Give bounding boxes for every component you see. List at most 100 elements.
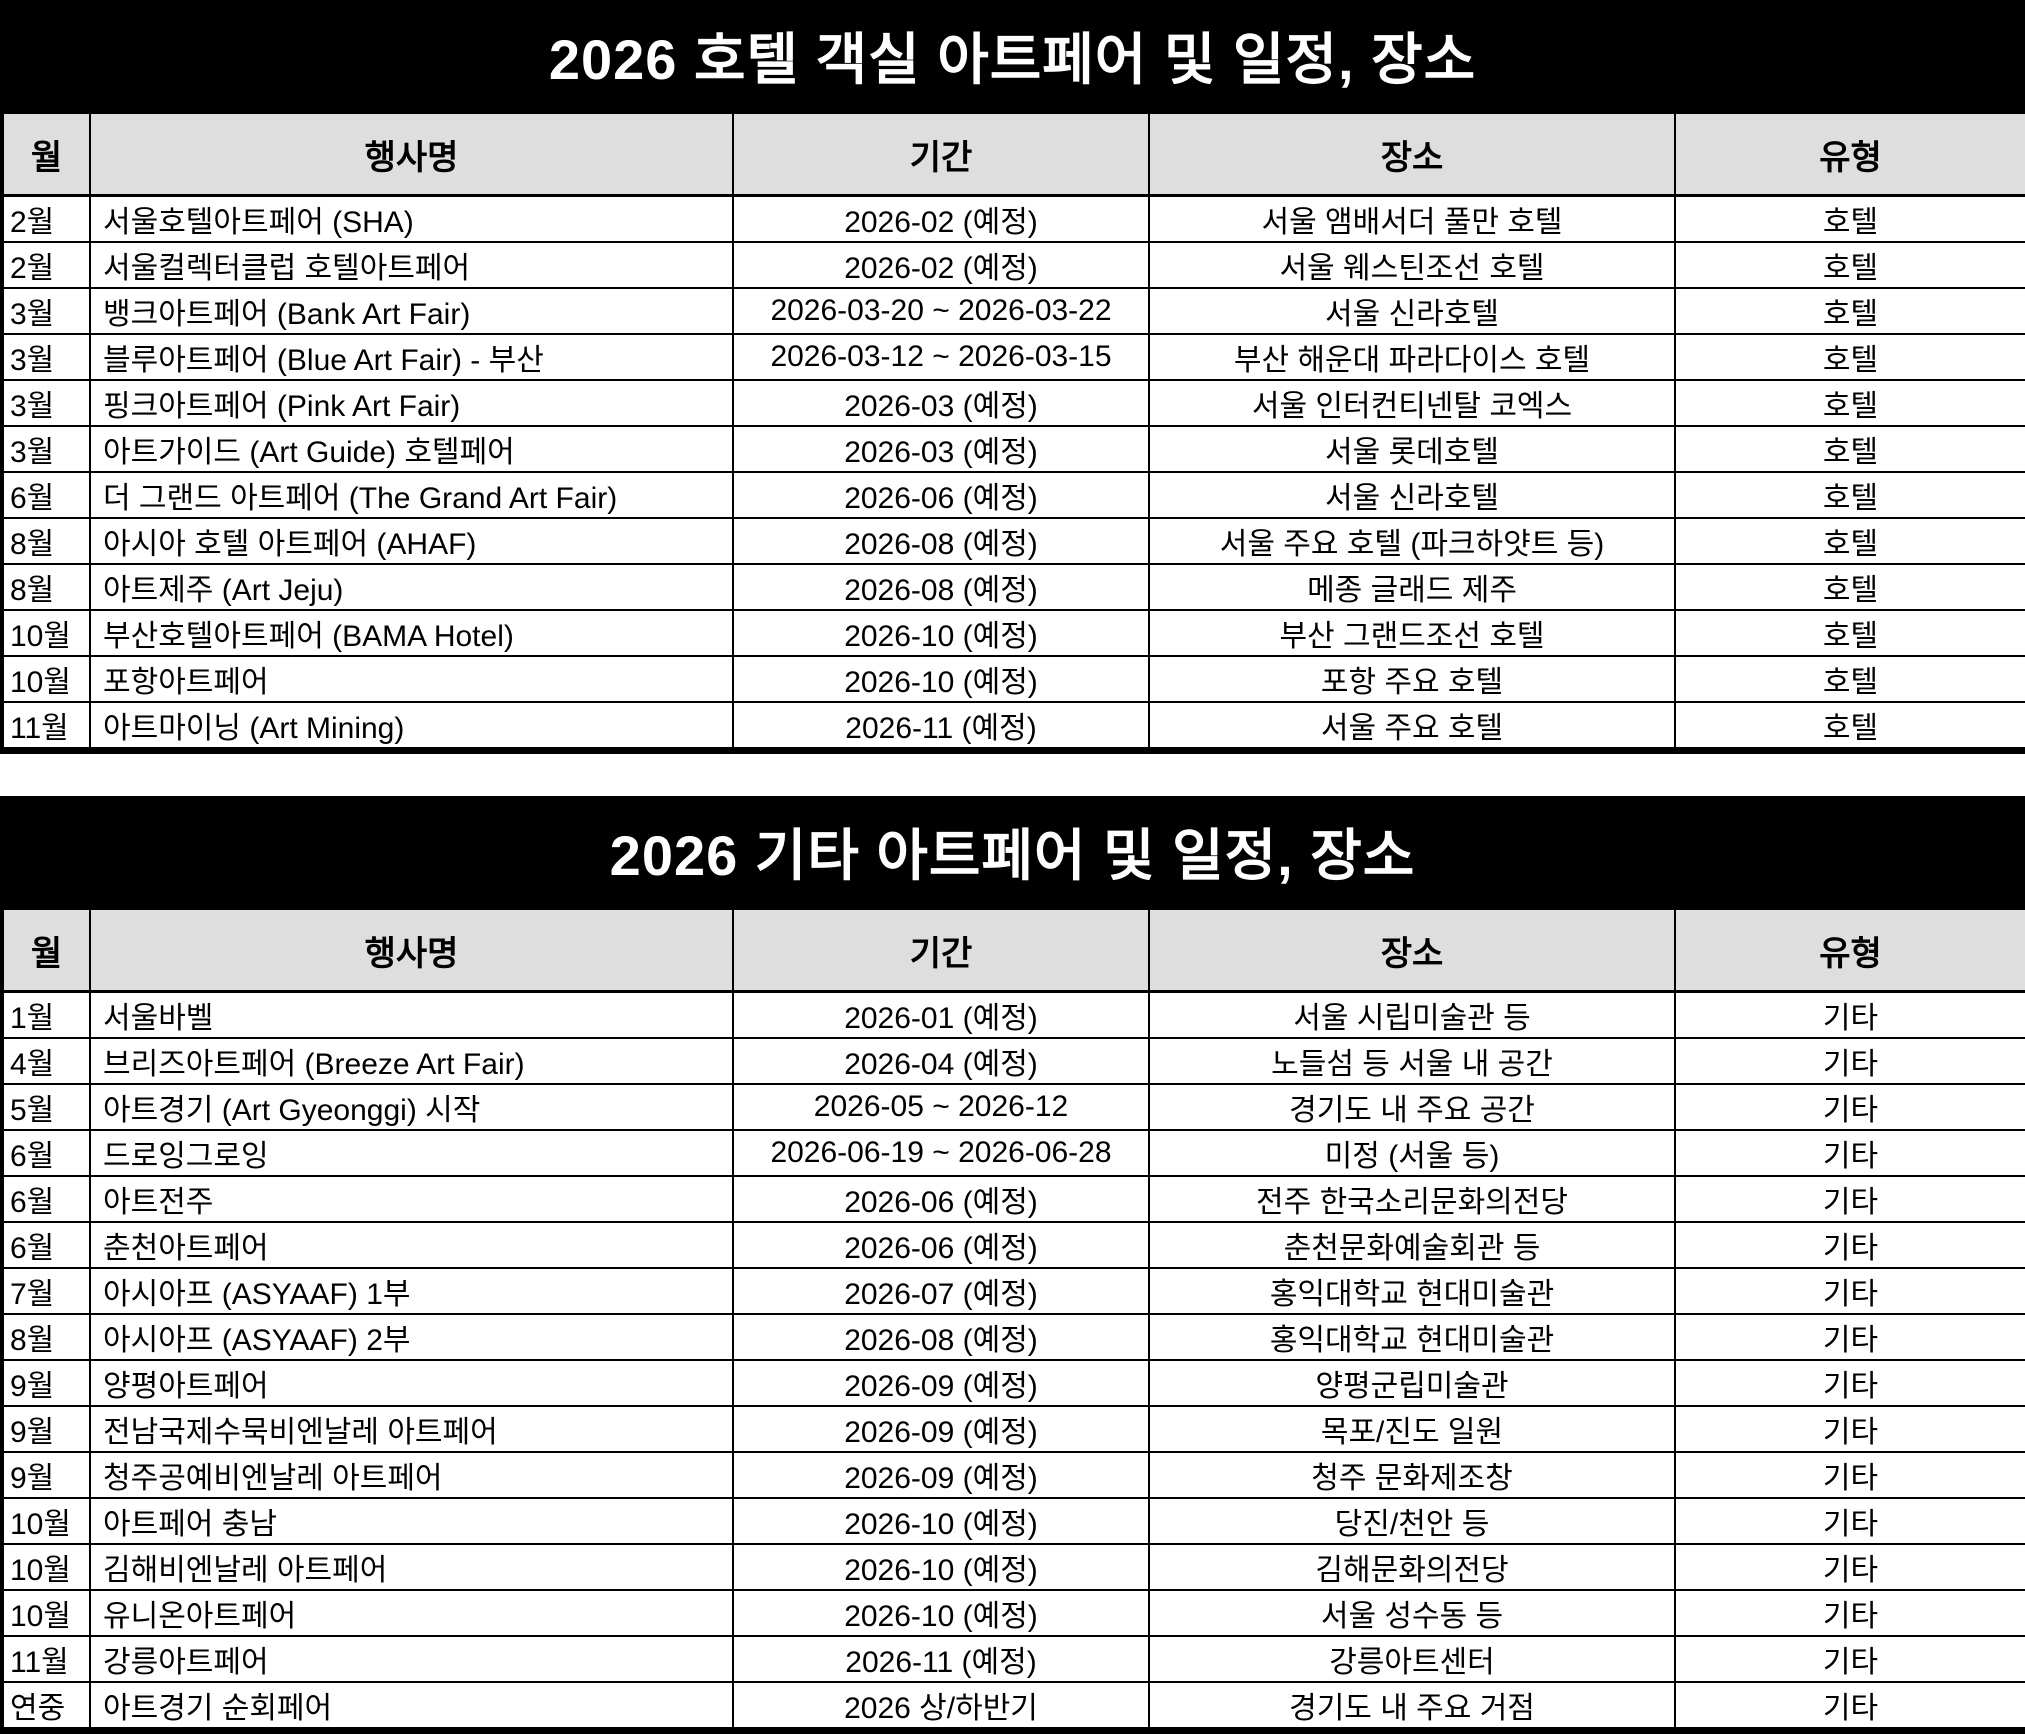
cell-type: 호텔 [1674,655,2025,703]
table-row: 3월 아트가이드 (Art Guide) 호텔페어 2026-03 (예정) 서울 롯… [1,425,2025,473]
header-event-name: 행사명 [89,111,734,197]
cell-period: 2026-11 (예정) [732,1635,1150,1683]
cell-month: 6월 [1,1175,91,1223]
cell-venue: 서울 앰배서더 풀만 호텔 [1148,194,1676,243]
cell-month: 6월 [1,471,91,519]
cell-type: 기타 [1674,1175,2025,1223]
cell-event-name: 더 그랜드 아트페어 (The Grand Art Fair) [89,471,734,519]
cell-period: 2026-03-12 ~ 2026-03-15 [732,333,1150,381]
table-row: 1월 서울바벨 2026-01 (예정) 서울 시립미술관 등 기타 [1,990,2025,1039]
cell-type: 기타 [1674,1129,2025,1177]
cell-month: 2월 [1,194,91,243]
table-row: 8월 아시아 호텔 아트페어 (AHAF) 2026-08 (예정) 서울 주요 호텔… [1,517,2025,565]
cell-period: 2026-06 (예정) [732,471,1150,519]
table-row: 4월 브리즈아트페어 (Breeze Art Fair) 2026-04 (예정) 노… [1,1037,2025,1085]
cell-venue: 메종 글래드 제주 [1148,563,1676,611]
header-row: 월 행사명 기간 장소 유형 [1,111,2025,197]
cell-type: 호텔 [1674,701,2025,752]
table-row: 11월 강릉아트페어 2026-11 (예정) 강릉아트센터 기타 [1,1635,2025,1683]
cell-venue: 김해문화의전당 [1148,1543,1676,1591]
cell-type: 기타 [1674,990,2025,1039]
header-venue: 장소 [1148,111,1676,197]
cell-period: 2026-08 (예정) [732,1313,1150,1361]
cell-type: 호텔 [1674,471,2025,519]
cell-month: 1월 [1,990,91,1039]
hotel-table-header: 월 행사명 기간 장소 유형 [1,111,2025,197]
header-type: 유형 [1674,111,2025,197]
cell-month: 10월 [1,1589,91,1637]
cell-venue: 서울 인터컨티넨탈 코엑스 [1148,379,1676,427]
cell-month: 9월 [1,1405,91,1453]
header-venue: 장소 [1148,907,1676,993]
table-row: 5월 아트경기 (Art Gyeonggi) 시작 2026-05 ~ 2026-1… [1,1083,2025,1131]
cell-month: 11월 [1,1635,91,1683]
cell-event-name: 아트마이닝 (Art Mining) [89,701,734,752]
cell-month: 6월 [1,1129,91,1177]
cell-venue: 청주 문화제조창 [1148,1451,1676,1499]
cell-type: 기타 [1674,1543,2025,1591]
cell-period: 2026-08 (예정) [732,563,1150,611]
other-table-header: 월 행사명 기간 장소 유형 [1,907,2025,993]
cell-period: 2026-06-19 ~ 2026-06-28 [732,1129,1150,1177]
cell-type: 기타 [1674,1451,2025,1499]
table-row: 3월 뱅크아트페어 (Bank Art Fair) 2026-03-20 ~ 202… [1,287,2025,335]
cell-type: 호텔 [1674,609,2025,657]
cell-event-name: 아트경기 순회페어 [89,1681,734,1732]
cell-event-name: 양평아트페어 [89,1359,734,1407]
cell-event-name: 포항아트페어 [89,655,734,703]
hotel-table-title: 2026 호텔 객실 아트페어 및 일정, 장소 [0,0,2025,110]
cell-month: 10월 [1,1543,91,1591]
cell-month: 3월 [1,333,91,381]
table-row: 6월 춘천아트페어 2026-06 (예정) 춘천문화예술회관 등 기타 [1,1221,2025,1269]
table-row: 10월 김해비엔날레 아트페어 2026-10 (예정) 김해문화의전당 기타 [1,1543,2025,1591]
other-art-fair-section: 2026 기타 아트페어 및 일정, 장소 월 행사명 기간 장소 유형 1월 서… [0,796,2025,1734]
hotel-table-body: 2월 서울호텔아트페어 (SHA) 2026-02 (예정) 서울 앰배서더 풀만 호… [1,194,2025,752]
cell-event-name: 아트경기 (Art Gyeonggi) 시작 [89,1083,734,1131]
cell-type: 기타 [1674,1221,2025,1269]
cell-event-name: 서울바벨 [89,990,734,1039]
cell-event-name: 부산호텔아트페어 (BAMA Hotel) [89,609,734,657]
cell-venue: 노들섬 등 서울 내 공간 [1148,1037,1676,1085]
cell-period: 2026-02 (예정) [732,194,1150,243]
cell-period: 2026 상/하반기 [732,1681,1150,1732]
table-row: 10월 부산호텔아트페어 (BAMA Hotel) 2026-10 (예정) 부산 그… [1,609,2025,657]
cell-event-name: 아트가이드 (Art Guide) 호텔페어 [89,425,734,473]
cell-venue: 서울 주요 호텔 (파크하얏트 등) [1148,517,1676,565]
table-row: 2월 서울컬렉터클럽 호텔아트페어 2026-02 (예정) 서울 웨스틴조선 호텔 호… [1,241,2025,289]
cell-month: 5월 [1,1083,91,1131]
cell-month: 3월 [1,287,91,335]
cell-type: 호텔 [1674,425,2025,473]
cell-event-name: 서울호텔아트페어 (SHA) [89,194,734,243]
cell-period: 2026-10 (예정) [732,655,1150,703]
table-row: 8월 아트제주 (Art Jeju) 2026-08 (예정) 메종 글래드 제주 호텔 [1,563,2025,611]
cell-month: 6월 [1,1221,91,1269]
cell-type: 호텔 [1674,287,2025,335]
header-type: 유형 [1674,907,2025,993]
cell-month: 3월 [1,425,91,473]
header-month: 월 [1,111,91,197]
header-event-name: 행사명 [89,907,734,993]
header-period: 기간 [732,907,1150,993]
table-row: 2월 서울호텔아트페어 (SHA) 2026-02 (예정) 서울 앰배서더 풀만 호… [1,194,2025,243]
cell-period: 2026-03-20 ~ 2026-03-22 [732,287,1150,335]
cell-venue: 경기도 내 주요 공간 [1148,1083,1676,1131]
cell-event-name: 아시아프 (ASYAAF) 1부 [89,1267,734,1315]
cell-type: 기타 [1674,1267,2025,1315]
hotel-art-fair-table: 월 행사명 기간 장소 유형 2월 서울호텔아트페어 (SHA) 2026-02 (… [0,110,2025,754]
cell-period: 2026-03 (예정) [732,379,1150,427]
cell-venue: 부산 해운대 파라다이스 호텔 [1148,333,1676,381]
hotel-art-fair-section: 2026 호텔 객실 아트페어 및 일정, 장소 월 행사명 기간 장소 유형 … [0,0,2025,754]
cell-event-name: 청주공예비엔날레 아트페어 [89,1451,734,1499]
cell-venue: 강릉아트센터 [1148,1635,1676,1683]
cell-month: 8월 [1,1313,91,1361]
cell-period: 2026-06 (예정) [732,1175,1150,1223]
cell-event-name: 블루아트페어 (Blue Art Fair) - 부산 [89,333,734,381]
other-table-title: 2026 기타 아트페어 및 일정, 장소 [0,796,2025,906]
cell-venue: 양평군립미술관 [1148,1359,1676,1407]
cell-venue: 부산 그랜드조선 호텔 [1148,609,1676,657]
cell-venue: 홍익대학교 현대미술관 [1148,1313,1676,1361]
cell-type: 기타 [1674,1589,2025,1637]
cell-period: 2026-05 ~ 2026-12 [732,1083,1150,1131]
cell-month: 4월 [1,1037,91,1085]
table-row: 8월 아시아프 (ASYAAF) 2부 2026-08 (예정) 홍익대학교 현대미술… [1,1313,2025,1361]
